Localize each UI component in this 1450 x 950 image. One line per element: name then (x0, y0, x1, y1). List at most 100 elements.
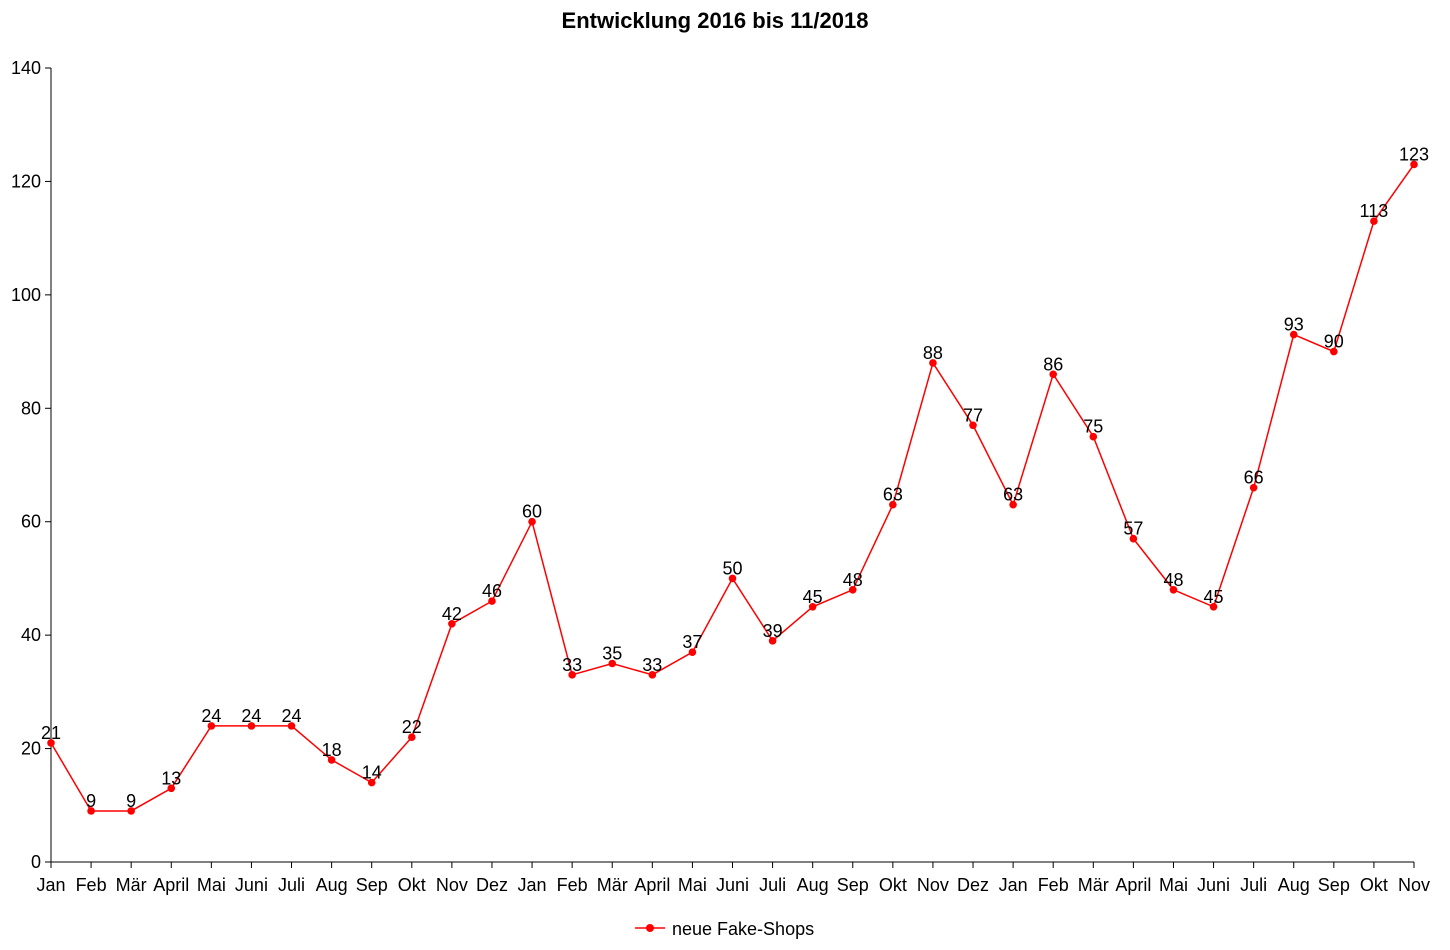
x-tick-label: Juni (1197, 875, 1230, 895)
data-point (768, 637, 777, 645)
data-point (1330, 347, 1338, 356)
data-label: 45 (803, 587, 823, 607)
x-tick-label: April (1115, 875, 1151, 895)
axes: 0 20 40 60 80 100 120 140 Jan Feb Mär April Mai Juni J… (11, 58, 1430, 895)
data-point (47, 739, 55, 747)
data-point (969, 421, 977, 430)
data-point (167, 784, 176, 793)
data-point (728, 574, 737, 583)
y-tick-label: 0 (31, 852, 41, 872)
data-label: 42 (442, 604, 462, 624)
data-label: 22 (402, 717, 422, 737)
x-tick-label: Aug (1278, 875, 1310, 895)
data-point (568, 671, 576, 679)
data-label: 13 (161, 768, 181, 788)
data-label: 33 (642, 655, 662, 675)
data-point (688, 648, 697, 656)
data-point (1249, 483, 1258, 492)
data-label: 35 (602, 644, 622, 664)
data-point (407, 733, 416, 742)
data-point (1410, 160, 1418, 169)
data-point (889, 500, 897, 509)
y-tick-label: 60 (21, 512, 41, 532)
x-tick-label: Juni (716, 875, 749, 895)
data-label: 48 (1163, 570, 1183, 590)
x-tick-label: Sep (1318, 875, 1350, 895)
legend-label: neue Fake-Shops (672, 919, 814, 939)
x-tick-label: Nov (917, 875, 949, 895)
data-label: 90 (1324, 332, 1344, 352)
y-tick-label: 120 (11, 171, 41, 191)
x-tick-label: Jan (999, 875, 1028, 895)
data-point (367, 778, 376, 787)
data-label: 86 (1043, 354, 1063, 374)
x-tick-label: Feb (1038, 875, 1069, 895)
x-tick-label: Feb (76, 875, 107, 895)
x-tick-label: Mär (116, 875, 147, 895)
data-label: 39 (763, 621, 783, 641)
data-label: 48 (843, 570, 863, 590)
data-label: 18 (322, 740, 342, 760)
y-tick-label: 20 (21, 739, 41, 759)
data-label: 46 (482, 581, 502, 601)
data-label: 60 (522, 502, 542, 522)
data-point (608, 659, 617, 668)
x-tick-label: Mär (597, 875, 628, 895)
x-tick-label: April (153, 875, 189, 895)
data-point (848, 585, 857, 594)
data-point (1169, 585, 1178, 594)
data-label: 88 (923, 343, 943, 363)
data-point (207, 722, 216, 730)
x-tick-label: Juli (1240, 875, 1267, 895)
x-tick-label: Mai (1159, 875, 1188, 895)
data-label: 33 (562, 655, 582, 675)
x-tick-label: Dez (957, 875, 989, 895)
data-label: 113 (1360, 201, 1389, 221)
data-label: 24 (201, 706, 221, 726)
data-point (87, 807, 95, 815)
x-tick-label: Juli (759, 875, 786, 895)
series-layer (47, 160, 1418, 815)
data-label: 77 (963, 405, 983, 425)
chart-title: Entwicklung 2016 bis 11/2018 (562, 8, 869, 33)
data-label: 93 (1284, 315, 1304, 335)
x-tick-label: Mär (1078, 875, 1109, 895)
x-tick-label: Juli (278, 875, 305, 895)
data-point (1129, 534, 1138, 543)
x-tick-label: Feb (557, 875, 588, 895)
x-tick-label: Jan (36, 875, 65, 895)
data-label: 66 (1244, 468, 1264, 488)
data-point (1370, 217, 1378, 225)
data-label: 37 (682, 632, 702, 652)
data-label: 14 (362, 763, 382, 783)
data-point (127, 807, 135, 815)
data-point (1289, 330, 1298, 339)
x-tick-label: Mai (197, 875, 226, 895)
x-tick-label: Okt (398, 875, 426, 895)
x-tick-label: Sep (837, 875, 869, 895)
data-label: 21 (41, 723, 61, 743)
data-point (929, 359, 937, 367)
data-label: 24 (282, 706, 302, 726)
x-tick-label: April (634, 875, 670, 895)
x-tick-label: Okt (1360, 875, 1388, 895)
x-tick-label: Sep (356, 875, 388, 895)
data-point (1049, 370, 1058, 379)
data-point (528, 517, 536, 526)
y-tick-label: 80 (21, 398, 41, 418)
data-point (1089, 432, 1098, 441)
data-point (448, 620, 456, 628)
data-label: 57 (1123, 519, 1143, 539)
data-point (1209, 602, 1218, 611)
legend: neue Fake-Shops (635, 919, 814, 939)
data-label: 63 (1003, 485, 1023, 505)
data-label: 45 (1204, 587, 1224, 607)
legend-dot-marker (646, 924, 654, 932)
data-point (287, 722, 296, 730)
data-label: 50 (722, 558, 742, 578)
x-tick-label: Nov (1398, 875, 1430, 895)
data-point (247, 722, 256, 730)
data-label: 9 (86, 791, 96, 811)
x-tick-label: Okt (879, 875, 907, 895)
